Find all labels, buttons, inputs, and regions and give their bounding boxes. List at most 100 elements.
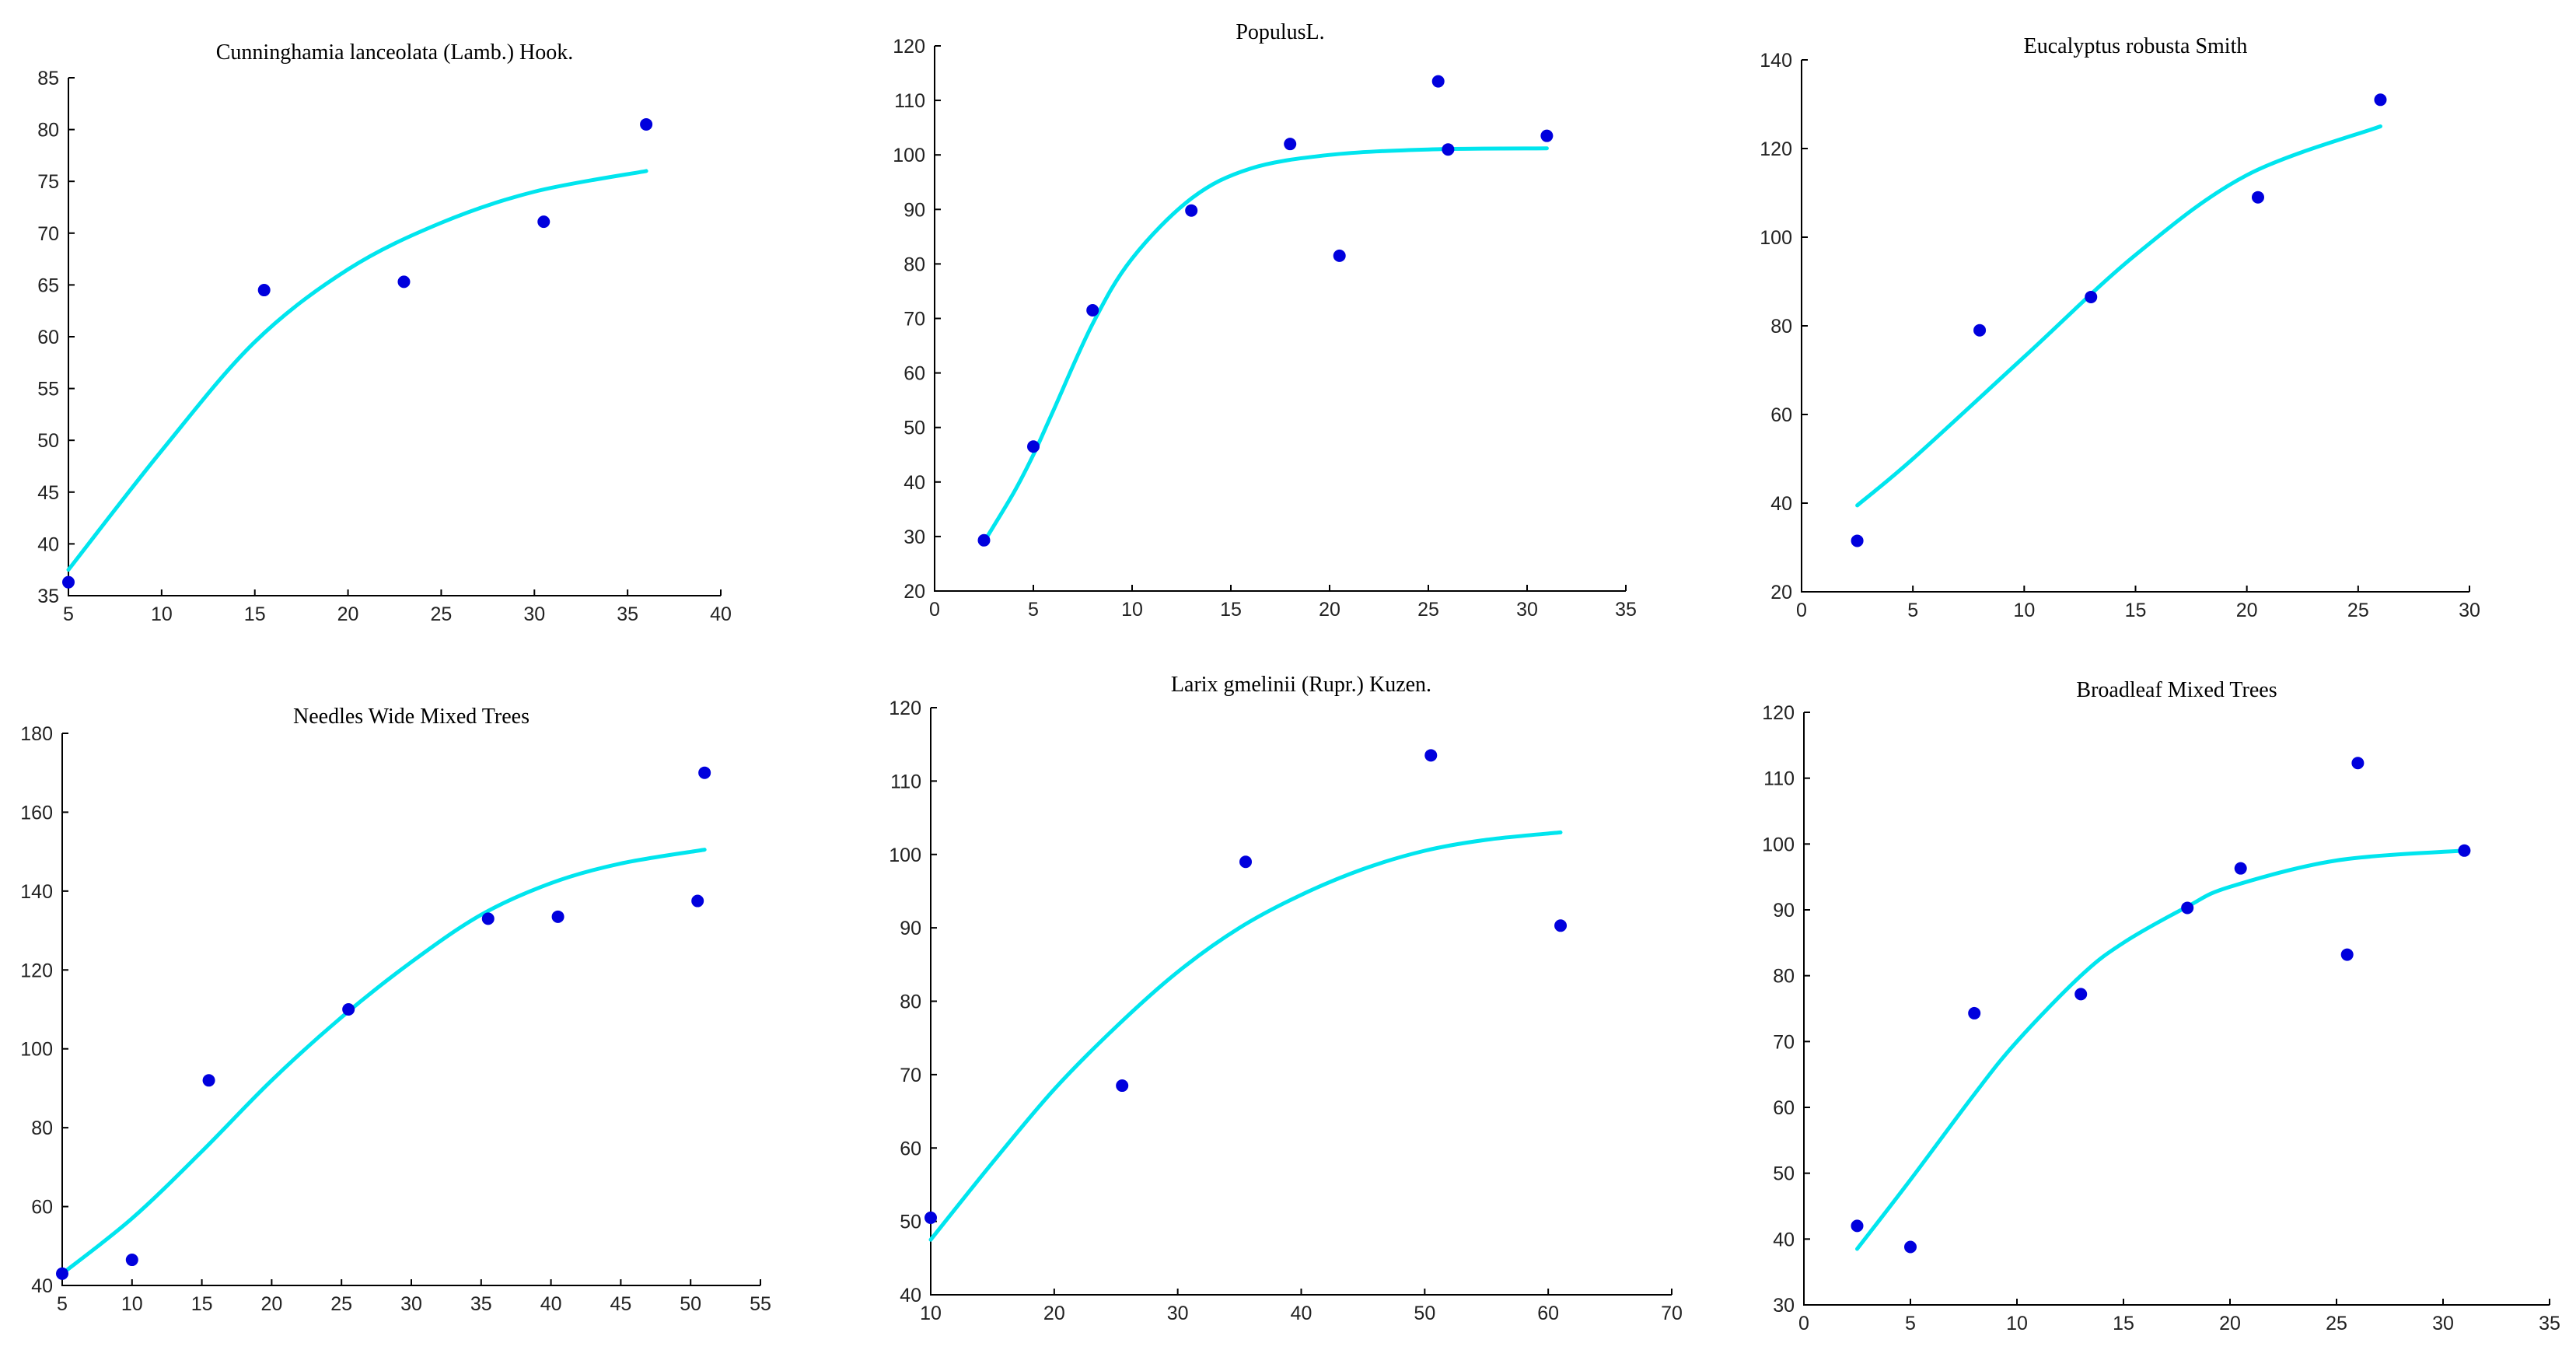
x-tick-label: 40 (1291, 1303, 1312, 1324)
data-point (1185, 204, 1198, 217)
data-point (1086, 303, 1099, 317)
data-point (1116, 1079, 1129, 1093)
y-tick-label: 100 (20, 1039, 53, 1061)
y-tick-label: 140 (20, 881, 53, 903)
y-tick-label: 120 (20, 960, 53, 981)
y-tick-label: 55 (37, 379, 59, 400)
x-tick-label: 5 (1907, 600, 1918, 621)
x-tick-label: 25 (2326, 1313, 2347, 1334)
y-tick-label: 110 (1763, 768, 1795, 790)
y-tick-label: 60 (1770, 404, 1792, 426)
axis-lines (1801, 60, 2469, 593)
panel-broadleaf-mixed: Broadleaf Mixed Trees 0 5 10 15 20 25 30 35 30 40 5… (1762, 678, 2560, 1334)
data-point (2351, 757, 2365, 770)
y-tick-label: 60 (31, 1197, 53, 1219)
data-point (2234, 862, 2247, 875)
y-tick-label: 20 (1770, 582, 1792, 603)
x-tick-label: 0 (1798, 1313, 1809, 1334)
data-point (56, 1267, 68, 1280)
data-point (1554, 919, 1568, 932)
x-tick-label: 25 (2347, 600, 2369, 621)
axis-lines (68, 78, 721, 596)
y-tick-label: 60 (900, 1138, 921, 1159)
x-tick-label: 15 (191, 1293, 213, 1315)
x-tick-label: 35 (617, 603, 638, 625)
data-point (640, 117, 653, 131)
panel-title: Eucalyptus robusta Smith (2024, 34, 2248, 58)
data-point (691, 894, 704, 908)
y-tick-label: 40 (37, 533, 59, 555)
y-tick-label: 70 (900, 1065, 921, 1086)
data-point (1284, 138, 1297, 151)
y-tick-label: 100 (1760, 227, 1792, 249)
x-tick-label: 30 (2459, 600, 2480, 621)
y-tick-label: 110 (890, 771, 921, 792)
x-tick-label: 10 (121, 1293, 143, 1315)
y-tick-label: 60 (37, 327, 59, 348)
x-tick-label: 10 (920, 1303, 942, 1324)
data-point (1424, 749, 1438, 762)
x-tick-label: 20 (2219, 1313, 2241, 1334)
axis-lines (1803, 712, 2550, 1306)
y-tick-label: 70 (37, 223, 59, 245)
y-tick-label: 20 (904, 581, 925, 603)
x-tick-label: 60 (1537, 1303, 1559, 1324)
x-tick-label: 5 (63, 603, 74, 625)
fit-curve (982, 146, 1549, 544)
x-tick-label: 10 (2013, 600, 2035, 621)
y-tick-label: 110 (894, 90, 925, 112)
data-point (2181, 901, 2194, 915)
y-tick-label: 80 (900, 992, 921, 1013)
x-tick-label: 15 (2113, 1313, 2134, 1334)
data-point (1431, 75, 1445, 88)
y-tick-label: 60 (904, 363, 925, 385)
panel-larix: Larix gmelinii (Rupr.) Kuzen. 10 20 30 40 50 6… (889, 673, 1683, 1324)
panel-title: Larix gmelinii (Rupr.) Kuzen. (1171, 673, 1431, 697)
y-tick-label: 70 (904, 309, 925, 331)
x-tick-label: 40 (540, 1293, 562, 1315)
x-tick-label: 20 (2236, 600, 2258, 621)
y-tick-label: 40 (904, 472, 925, 494)
fit-curve (928, 830, 1563, 1242)
y-tick-label: 60 (1773, 1097, 1795, 1119)
data-point (481, 912, 495, 925)
x-tick-label: 15 (244, 603, 266, 625)
x-tick-label: 35 (470, 1293, 492, 1315)
data-point (1540, 129, 1554, 142)
y-tick-label: 50 (904, 418, 925, 439)
x-tick-label: 25 (1417, 599, 1439, 621)
y-tick-label: 100 (889, 845, 921, 866)
x-tick-label: 45 (610, 1293, 631, 1315)
x-tick-label: 0 (1796, 600, 1807, 621)
y-tick-label: 80 (1770, 316, 1792, 338)
data-point (551, 910, 564, 923)
data-point (2374, 93, 2387, 107)
y-tick-label: 90 (904, 199, 925, 221)
y-tick-label: 100 (893, 145, 925, 166)
data-point (1968, 1006, 1981, 1020)
x-tick-label: 15 (1220, 599, 1242, 621)
data-point (1442, 143, 1455, 156)
data-point (924, 1211, 937, 1224)
x-tick-label: 30 (523, 603, 545, 625)
panel-title: PopulusL. (1236, 20, 1324, 44)
x-tick-label: 35 (1615, 599, 1637, 621)
y-tick-label: 120 (1762, 702, 1795, 724)
x-tick-label: 20 (1319, 599, 1340, 621)
data-point (1851, 534, 1864, 547)
panel-eucalyptus: Eucalyptus robusta Smith 0 5 10 15 20 25 30 20 40… (1760, 34, 2480, 621)
y-tick-label: 120 (893, 36, 925, 58)
y-tick-label: 40 (31, 1275, 53, 1297)
y-tick-label: 40 (1773, 1229, 1795, 1250)
data-point (2074, 988, 2088, 1001)
axis-lines (934, 46, 1626, 592)
y-tick-label: 45 (37, 482, 59, 504)
data-point (2340, 948, 2354, 961)
x-tick-label: 5 (1905, 1313, 1916, 1334)
x-tick-label: 40 (710, 603, 732, 625)
fit-curve (66, 169, 648, 572)
panel-populus: PopulusL. 0 5 10 15 20 25 30 35 20 30 40 50 60 70 80 90 1… (893, 20, 1637, 621)
data-point (1027, 440, 1040, 453)
x-tick-label: 0 (929, 599, 940, 621)
y-tick-label: 70 (1773, 1031, 1795, 1053)
